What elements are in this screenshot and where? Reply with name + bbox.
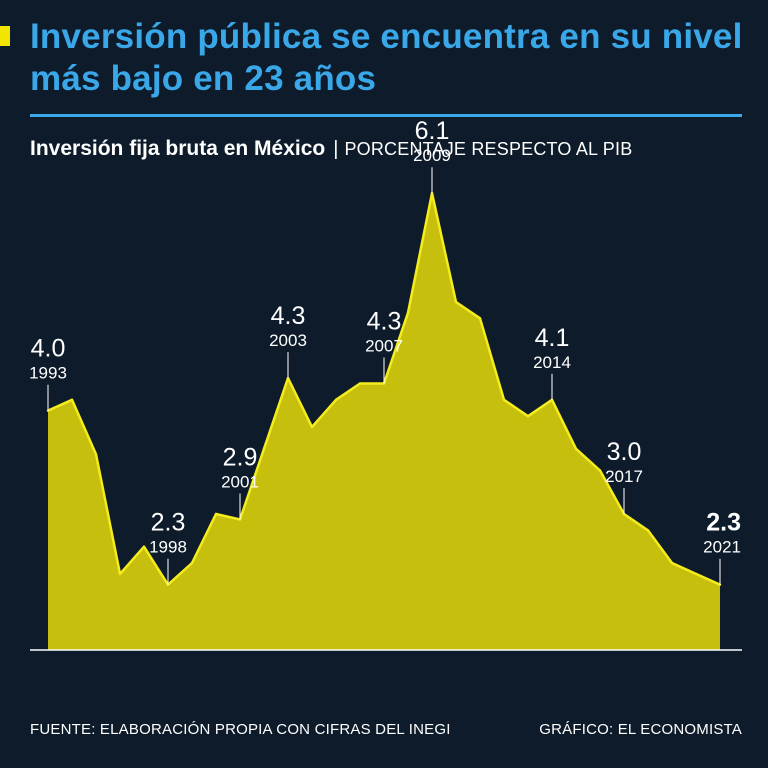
chart-subtitle: Inversión fija bruta en México | PORCENTAJ… [30, 136, 632, 162]
data-point-2010 [454, 300, 458, 304]
data-point-2006 [358, 382, 362, 385]
data-point-2003 [286, 376, 290, 380]
data-point-2013 [526, 415, 530, 418]
year-label-2021: 2021 [703, 538, 741, 557]
data-point-1999 [190, 561, 194, 565]
data-point-1997 [142, 545, 146, 548]
source-note: FUENTE: ELABORACIÓN PROPIA CON CIFRAS DE… [30, 721, 451, 738]
year-label-2014: 2014 [533, 353, 571, 372]
year-label-1998: 1998 [149, 538, 187, 557]
value-label-2001: 2.9 [223, 443, 258, 471]
data-point-2020 [694, 572, 698, 576]
page-title: Inversión pública se encuentra en su niv… [30, 17, 743, 98]
chart-unit-label: PORCENTAJE RESPECTO AL PIB [344, 139, 633, 159]
data-point-1994 [70, 398, 74, 401]
data-point-1995 [94, 453, 98, 456]
value-label-2003: 4.3 [271, 302, 306, 330]
year-label-2009: 2009 [413, 146, 451, 165]
data-point-2008 [406, 311, 410, 314]
year-label-2003: 2003 [269, 331, 307, 350]
data-point-2004 [310, 425, 314, 429]
data-point-2009 [430, 192, 434, 195]
year-label-1993: 1993 [29, 364, 67, 383]
year-label-2017: 2017 [605, 467, 643, 486]
data-point-2018 [646, 529, 650, 532]
value-label-1998: 2.3 [151, 509, 186, 537]
data-point-2005 [334, 398, 338, 401]
chart-title: Inversión fija bruta en México [30, 137, 326, 160]
area-fill [48, 193, 720, 650]
title-accent-bar [0, 26, 10, 46]
value-label-2007: 4.3 [367, 308, 402, 336]
title-divider [30, 114, 742, 117]
subtitle-separator: | [333, 138, 339, 160]
value-label-2009: 6.1 [415, 117, 450, 145]
value-label-2017: 3.0 [607, 438, 642, 466]
data-point-2015 [574, 447, 578, 450]
data-point-2016 [598, 469, 602, 472]
data-point-1996 [118, 572, 122, 576]
data-point-2000 [214, 512, 218, 516]
year-label-2007: 2007 [365, 337, 403, 356]
year-label-2001: 2001 [221, 472, 259, 491]
value-label-2014: 4.1 [535, 324, 570, 352]
data-point-2011 [478, 317, 482, 320]
credit-note: GRÁFICO: EL ECONOMISTA [539, 721, 742, 738]
data-point-2001 [238, 518, 242, 521]
data-point-2012 [502, 398, 506, 401]
data-point-2019 [670, 561, 674, 565]
data-point-2002 [262, 447, 266, 450]
value-label-2021: 2.3 [706, 509, 741, 537]
value-label-1993: 4.0 [31, 335, 66, 363]
